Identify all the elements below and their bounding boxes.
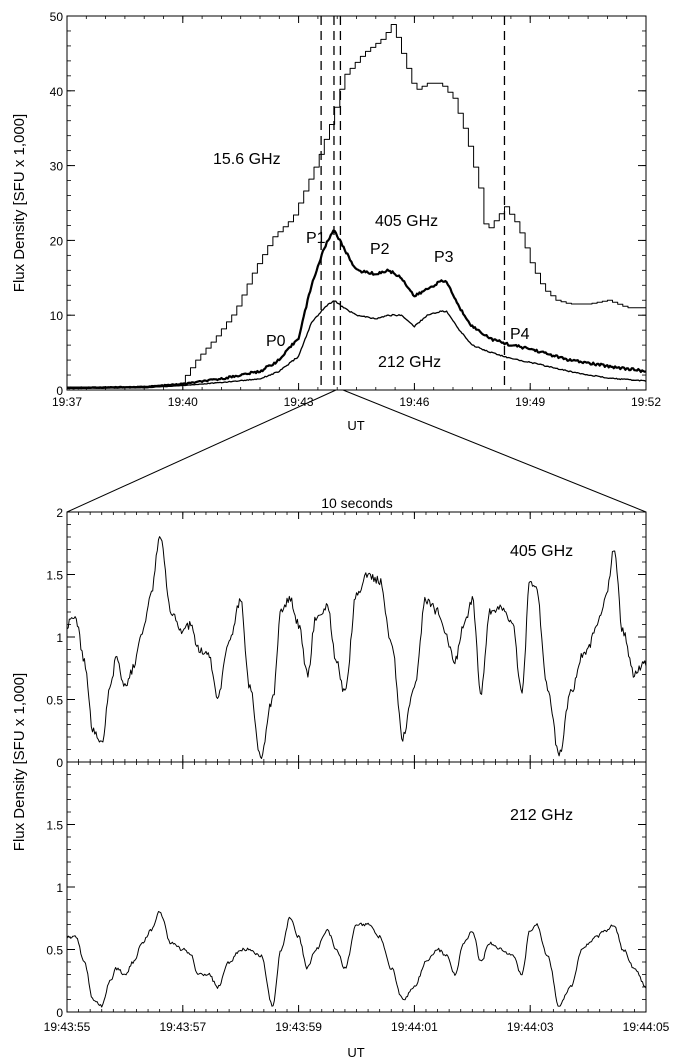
bottom-y-tick-label: 0.5 (46, 694, 63, 708)
top-panel: 19:37 19:40 19:43 19:46 19:49 19:520102030405… (11, 10, 661, 433)
bottom-y-tick-label: 1.5 (46, 569, 63, 583)
top-y-tick-label: 0 (56, 384, 63, 398)
zoom-connector-right (342, 389, 647, 513)
zoom-caption: 10 seconds (321, 495, 393, 511)
bottom-x-axis-label: UT (347, 1045, 364, 1060)
top-annotation: P1 (306, 230, 326, 247)
top-axes: 19:37 19:40 19:43 19:46 19:49 19:520102030405… (50, 10, 662, 409)
bottom-y-tick-label: 0 (56, 756, 63, 770)
bottom-lower-plot-frame (66, 761, 647, 1013)
top-x-axis-label: UT (347, 418, 364, 433)
bottom-y-tick-label: 1 (56, 631, 63, 645)
bottom-y-tick-label: 0.5 (46, 944, 63, 958)
top-annotations: 15.6 GHz 405 GHz 212 GHz P0 P1 P2 P3 P4 (213, 151, 530, 371)
bottom-lower-series (66, 911, 647, 1008)
top-plot-frame (66, 15, 647, 391)
bottom-lower-axes: 19:43:55 19:43:57 19:43:59 19:44:01 19:44:03… (44, 761, 670, 1034)
bottom-annotation: 212 GHz (510, 807, 573, 824)
bottom-x-tick-label: 19:43:59 (275, 1020, 322, 1034)
top-annotation: P0 (266, 333, 286, 350)
top-y-tick-label: 50 (50, 10, 64, 24)
bottom-x-tick-label: 19:43:57 (159, 1020, 206, 1034)
top-y-tick-label: 10 (50, 309, 64, 323)
top-x-tick-label: 19:52 (631, 395, 661, 409)
top-y-tick-label: 40 (50, 85, 64, 99)
bottom-series-line (66, 536, 647, 759)
top-x-tick-label: 19:37 (52, 395, 82, 409)
bottom-y-tick-label: 2 (56, 506, 63, 520)
top-y-axis-label: Flux Density [SFU x 1,000] (11, 114, 28, 292)
bottom-x-tick-label: 19:44:05 (623, 1020, 670, 1034)
top-annotation: P2 (370, 241, 390, 258)
bottom-y-tick-label: 0 (56, 1006, 63, 1020)
bottom-upper-annotations: 405 GHz (510, 543, 573, 560)
top-x-tick-label: 19:46 (399, 395, 429, 409)
top-x-tick-label: 19:43 (284, 395, 314, 409)
top-annotation: P4 (510, 326, 530, 343)
bottom-x-tick-label: 19:44:01 (391, 1020, 438, 1034)
bottom-series-line (66, 911, 647, 1008)
top-series-line (66, 229, 647, 390)
zoom-connector (66, 389, 647, 513)
top-y-tick-label: 20 (50, 234, 64, 248)
top-vertical-markers (320, 16, 506, 390)
top-x-tick-label: 19:49 (515, 395, 545, 409)
zoom-connector-left (66, 389, 337, 513)
bottom-upper-series (66, 536, 647, 759)
bottom-y-axis-label: Flux Density [SFU x 1,000] (11, 673, 28, 851)
top-y-tick-label: 30 (50, 160, 64, 174)
top-annotation: P3 (434, 249, 454, 266)
top-x-tick-label: 19:40 (168, 395, 198, 409)
bottom-x-tick-label: 19:44:03 (507, 1020, 554, 1034)
bottom-y-tick-label: 1.5 (46, 819, 63, 833)
top-series-line (67, 300, 647, 390)
top-annotation: 212 GHz (378, 354, 441, 371)
top-annotation: 405 GHz (375, 213, 438, 230)
top-series (66, 24, 647, 390)
bottom-upper-panel: 0 0.5 1 1.5 2 405 GHz (46, 506, 647, 770)
bottom-lower-annotations: 212 GHz (510, 807, 573, 824)
bottom-y-tick-label: 1 (56, 881, 63, 895)
bottom-annotation: 405 GHz (510, 543, 573, 560)
top-series-line (67, 24, 646, 388)
bottom-lower-panel: 19:43:55 19:43:57 19:43:59 19:44:01 19:44:03… (44, 761, 670, 1060)
bottom-x-tick-label: 19:43:55 (44, 1020, 91, 1034)
top-annotation: 15.6 GHz (213, 151, 281, 168)
